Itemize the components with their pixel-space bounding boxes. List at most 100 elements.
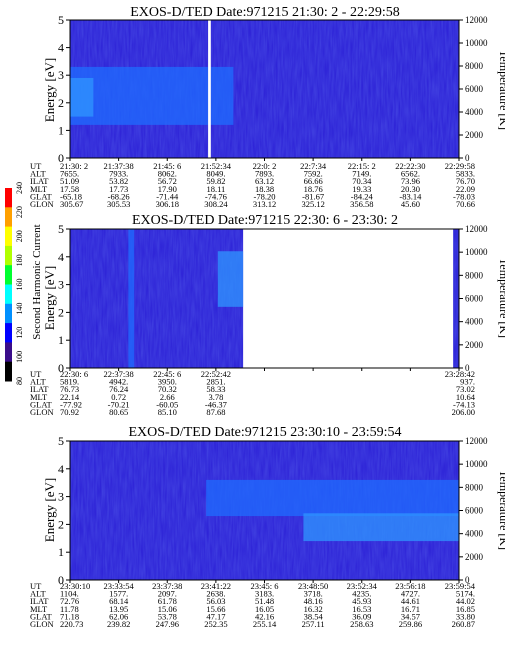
panel-3-cell-7-4: 34.57 — [401, 611, 420, 621]
panel-3-cell-1-5: 239.82 — [107, 619, 130, 629]
colorbar-tick-4: 160 — [15, 279, 24, 291]
panel-2-ytick-label-1: 1 — [58, 333, 64, 347]
panel-3-cell-2-5: 247.96 — [156, 619, 179, 629]
panel-1-row-label-alt: ALT — [30, 169, 47, 179]
panel-2-cell-1-1: 4942. — [109, 377, 128, 387]
colorbar-tick-7: 220 — [15, 206, 24, 218]
colorbar-tick-8: 240 — [15, 182, 24, 194]
colorbar-tick-1: 100 — [15, 351, 24, 363]
panel-3-row-label-alt: ALT — [30, 589, 47, 599]
panel-2: EXOS-D/TED Date:971215 22:30: 6 - 23:30:… — [30, 213, 505, 417]
panel-3-ytick-label-4: 4 — [58, 462, 64, 476]
panel-3-ytick-label-0: 0 — [58, 573, 64, 587]
panel-2-feature-0 — [128, 229, 135, 368]
panel-3-cell-4-4: 42.16 — [255, 611, 274, 621]
colorbar-segment-1 — [5, 207, 12, 228]
colorbar-segment-6 — [5, 303, 12, 324]
panel-3-cell-1-4: 62.06 — [109, 611, 128, 621]
panel-2-texture-1 — [453, 229, 459, 368]
panel-3-cell-7-2: 44.61 — [401, 596, 420, 606]
panel-2-cell-1-4: -70.21 — [108, 399, 130, 409]
panel-2-cell-3-2: 58.33 — [206, 384, 225, 394]
panel-2-ytick-label-2: 2 — [58, 305, 64, 319]
panel-3-cell-4-2: 51.48 — [255, 596, 274, 606]
panel-2-ytick-right-label-4: 8000 — [465, 270, 484, 280]
panel-2-ytick-right-label-5: 10000 — [465, 247, 488, 257]
panel-2-cell-8-2: 73.02 — [456, 384, 475, 394]
panel-1-cell-6-0: 22:15: 2 — [348, 161, 376, 171]
panel-1-cell-1-2: 53.82 — [109, 176, 128, 186]
panel-3-ytick-right-label-5: 10000 — [465, 459, 488, 469]
panel-1-feature-1 — [70, 77, 94, 117]
panel-3-cell-5-0: 23:48:50 — [298, 581, 328, 591]
panel-1-cell-7-0: 22:22:30 — [395, 161, 425, 171]
panel-3-cell-8-4: 33.80 — [456, 611, 475, 621]
panel-1-cell-4-0: 22:0: 2 — [253, 161, 277, 171]
panel-3-cell-8-1: 5174. — [456, 589, 475, 599]
panel-2-cell-8-3: 10.64 — [456, 392, 476, 402]
panel-3-feature-0 — [206, 479, 459, 517]
panel-1-cell-2-0: 21:45: 6 — [153, 161, 181, 171]
panel-3-cell-0-2: 72.76 — [60, 596, 79, 606]
colorbar-tick-3: 140 — [15, 303, 24, 315]
colorbar-segment-0 — [5, 188, 12, 208]
panel-1-cell-5-5: 325.12 — [301, 199, 324, 209]
panel-3-cell-6-4: 36.09 — [352, 611, 371, 621]
panel-2-ytick-label-3: 3 — [58, 278, 64, 292]
panel-1-cell-1-1: 7933. — [109, 169, 128, 179]
panel-1-cell-0-4: -65.18 — [60, 191, 82, 201]
panel-1-cell-3-4: -74.76 — [205, 191, 227, 201]
panel-3-feature-1 — [303, 513, 459, 542]
panel-1-cell-1-4: -68.26 — [108, 191, 130, 201]
panel-1-cell-2-1: 8062. — [158, 169, 177, 179]
panel-1-cell-3-2: 59.82 — [206, 176, 225, 186]
panel-3-row-label-glat: GLAT — [30, 611, 53, 621]
panel-1-cell-4-1: 7893. — [255, 169, 274, 179]
colorbar-tick-0: 80 — [15, 377, 24, 385]
panel-1-cell-6-3: 19.33 — [352, 184, 371, 194]
panel-1-cell-5-3: 18.76 — [304, 184, 323, 194]
panel-1-cell-3-0: 21:52:34 — [201, 161, 232, 171]
panel-3-ytick-right-label-1: 2000 — [465, 552, 484, 562]
panel-2-cell-2-0: 22:45: 6 — [153, 369, 181, 379]
panel-1-feature-0 — [70, 66, 234, 125]
panel-3-cell-0-5: 220.73 — [60, 619, 83, 629]
panel-3-ytick-right-label-3: 6000 — [465, 506, 484, 516]
panel-1-ytick-right-label-5: 10000 — [465, 38, 488, 48]
panel-1-cell-6-4: -84.24 — [351, 191, 374, 201]
panel-1-cell-6-1: 7149. — [352, 169, 371, 179]
panel-3-ytick-right-label-4: 8000 — [465, 482, 484, 492]
panel-3-ytick-label-3: 3 — [58, 490, 64, 504]
panel-1-cell-5-2: 66.66 — [304, 176, 323, 186]
panel-2-title: EXOS-D/TED Date:971215 22:30: 6 - 23:30:… — [132, 213, 398, 228]
colorbar-segment-3 — [5, 245, 12, 266]
panel-2-row-label-mlt: MLT — [30, 392, 48, 402]
panel-1-cell-4-5: 313.12 — [253, 199, 276, 209]
panel-1-cell-4-4: -78.20 — [254, 191, 276, 201]
panel-3-cell-2-3: 15.06 — [158, 604, 177, 614]
panel-3-cell-7-5: 259.86 — [399, 619, 422, 629]
panel-3-cell-2-2: 61.78 — [158, 596, 177, 606]
panel-2-ytick-label-4: 4 — [58, 250, 64, 264]
panel-3-cell-6-2: 45.93 — [352, 596, 371, 606]
panel-1-ytick-label-5: 5 — [58, 13, 64, 27]
panel-1-cell-4-2: 63.12 — [255, 176, 274, 186]
panel-2-cell-8-1: 937. — [460, 377, 475, 387]
panel-1-cell-6-5: 356.58 — [350, 199, 373, 209]
panel-2-cell-3-0: 22:52:42 — [201, 369, 231, 379]
panel-3-row-label-ut: UT — [30, 581, 42, 591]
panel-2-ytick-right-label-6: 12000 — [465, 224, 488, 234]
panel-2-row-label-glat: GLAT — [30, 399, 53, 409]
panel-2-cell-2-1: 3950. — [158, 377, 177, 387]
panel-3-cell-6-0: 23:52:34 — [347, 581, 378, 591]
panel-2-cell-8-0: 23:28:42 — [445, 369, 475, 379]
panel-3-cell-7-3: 16.71 — [401, 604, 420, 614]
panel-3-cell-4-1: 3183. — [255, 589, 274, 599]
panel-2-ytick-right-label-0: 0 — [465, 363, 470, 373]
panel-1-row-label-ut: UT — [30, 161, 42, 171]
panel-1-row-label-ilat: ILAT — [30, 176, 49, 186]
panel-3-title: EXOS-D/TED Date:971215 23:30:10 - 23:59:… — [129, 425, 402, 440]
panel-1-cell-7-2: 73.96 — [401, 176, 420, 186]
